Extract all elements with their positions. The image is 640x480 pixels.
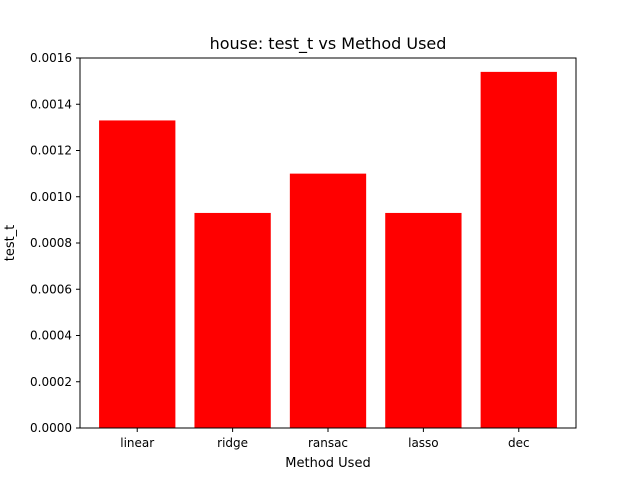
x-axis-ticks: linear ridge ransac lasso dec xyxy=(120,428,530,450)
bar-ransac xyxy=(289,173,367,429)
bars-group xyxy=(99,71,557,429)
plot-frame xyxy=(79,57,577,429)
x-tick-label: dec xyxy=(508,436,530,450)
chart-title: house: test_t vs Method Used xyxy=(210,34,447,54)
y-tick-label: 0.0000 xyxy=(30,421,72,435)
y-axis-label: test_t xyxy=(3,225,18,262)
y-tick-label: 0.0008 xyxy=(30,236,72,250)
x-axis-label: Method Used xyxy=(285,456,370,471)
y-tick-label: 0.0012 xyxy=(30,144,72,158)
y-tick-label: 0.0006 xyxy=(30,282,72,296)
x-tick-label: linear xyxy=(120,436,154,450)
x-tick-label: lasso xyxy=(408,436,439,450)
x-tick-label: ransac xyxy=(308,436,348,450)
bar-dec xyxy=(480,71,557,429)
bar-linear xyxy=(99,120,176,428)
y-tick-label: 0.0014 xyxy=(30,97,72,111)
y-tick-label: 0.0010 xyxy=(30,190,72,204)
bar-lasso xyxy=(385,212,462,428)
y-tick-label: 0.0016 xyxy=(30,51,72,65)
x-tick-label: ridge xyxy=(217,436,248,450)
y-tick-label: 0.0002 xyxy=(30,375,72,389)
bar-ridge xyxy=(194,212,271,428)
y-axis-ticks: 0.0000 0.0002 0.0004 0.0006 0.0008 0.0010 0.00… xyxy=(30,51,80,435)
y-tick-label: 0.0004 xyxy=(30,329,72,343)
